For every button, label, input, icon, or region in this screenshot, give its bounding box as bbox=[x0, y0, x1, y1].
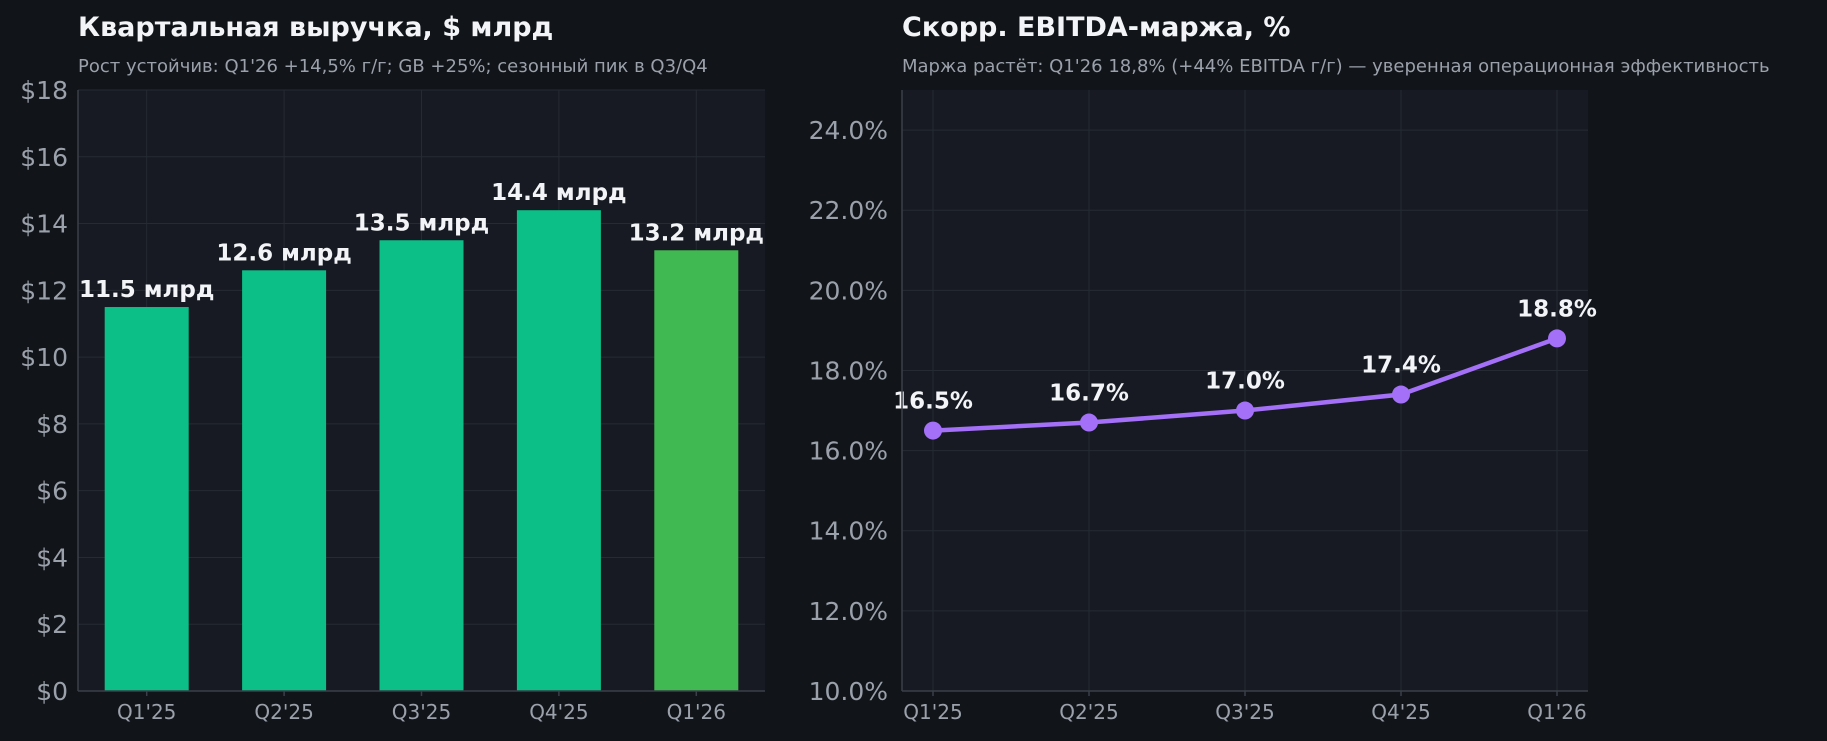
ebitda-y-tick-label: 12.0% bbox=[809, 597, 888, 626]
revenue-y-tick-label: $8 bbox=[36, 410, 68, 439]
revenue-y-tick-label: $18 bbox=[20, 76, 68, 105]
revenue-bar bbox=[379, 240, 464, 691]
revenue-y-axis: $0 $2 $4 $6 $8 $10 $12 $14 $16 $18 bbox=[20, 76, 68, 706]
ebitda-x-tick-label: Q2'25 bbox=[1059, 700, 1118, 724]
ebitda-point bbox=[924, 421, 942, 440]
revenue-x-tick-label: Q1'25 bbox=[117, 700, 176, 724]
ebitda-gridlines bbox=[902, 90, 1588, 692]
revenue-bar bbox=[516, 210, 601, 691]
revenue-chart-subtitle: Рост устойчив: Q1'26 +14,5% г/г; GB +25%… bbox=[78, 56, 708, 77]
revenue-y-tick-label: $12 bbox=[20, 276, 68, 305]
revenue-y-tick-label: $2 bbox=[36, 610, 68, 639]
revenue-data-label: 14.4 млрд bbox=[491, 180, 626, 206]
ebitda-point bbox=[1236, 401, 1254, 420]
revenue-y-tick-label: $16 bbox=[20, 143, 68, 172]
revenue-y-tick-label: $14 bbox=[20, 210, 68, 239]
ebitda-y-tick-label: 20.0% bbox=[809, 276, 888, 305]
revenue-y-tick-label: $10 bbox=[20, 343, 68, 372]
revenue-x-tick-label: Q1'26 bbox=[667, 700, 726, 724]
ebitda-y-tick-label: 18.0% bbox=[809, 356, 888, 385]
ebitda-point bbox=[1392, 385, 1410, 404]
revenue-data-label: 11.5 млрд bbox=[79, 277, 214, 303]
ebitda-x-tick-label: Q3'25 bbox=[1215, 700, 1274, 724]
ebitda-chart-subtitle: Маржа растёт: Q1'26 18,8% (+44% EBITDA г… bbox=[902, 56, 1770, 77]
ebitda-data-label: 16.7% bbox=[1049, 381, 1129, 407]
ebitda-y-tick-label: 14.0% bbox=[809, 517, 888, 546]
ebitda-margin-chart: Скорр. EBITDA-маржа, % Маржа растёт: Q1'… bbox=[809, 12, 1770, 724]
revenue-y-tick-label: $0 bbox=[36, 677, 68, 706]
ebitda-point bbox=[1080, 413, 1098, 432]
revenue-y-tick-label: $4 bbox=[36, 543, 68, 572]
revenue-bar bbox=[104, 307, 189, 691]
ebitda-chart-title: Скорр. EBITDA-маржа, % bbox=[902, 12, 1290, 43]
ebitda-point bbox=[1548, 329, 1566, 348]
revenue-x-axis: Q1'25 Q2'25 Q3'25 Q4'25 Q1'26 bbox=[117, 691, 726, 724]
ebitda-data-labels: 16.5% 16.7% 17.0% 17.4% 18.8% bbox=[893, 296, 1597, 414]
revenue-x-tick-label: Q2'25 bbox=[254, 700, 313, 724]
revenue-x-tick-label: Q3'25 bbox=[392, 700, 451, 724]
revenue-x-tick-label: Q4'25 bbox=[529, 700, 588, 724]
ebitda-x-tick-label: Q4'25 bbox=[1371, 700, 1430, 724]
revenue-chart-title: Квартальная выручка, $ млрд bbox=[78, 12, 553, 43]
ebitda-x-tick-label: Q1'26 bbox=[1527, 700, 1586, 724]
ebitda-data-label: 18.8% bbox=[1517, 296, 1597, 322]
revenue-bar bbox=[242, 270, 327, 691]
ebitda-x-tick-label: Q1'25 bbox=[903, 700, 962, 724]
revenue-bar bbox=[654, 250, 739, 691]
ebitda-data-label: 17.0% bbox=[1205, 369, 1285, 395]
ebitda-y-tick-label: 24.0% bbox=[809, 116, 888, 145]
revenue-chart: Квартальная выручка, $ млрд Рост устойчи… bbox=[20, 12, 765, 724]
revenue-y-tick-label: $6 bbox=[36, 477, 68, 506]
ebitda-y-tick-label: 10.0% bbox=[809, 677, 888, 706]
ebitda-series bbox=[924, 329, 1566, 440]
revenue-bars bbox=[104, 210, 739, 691]
revenue-data-label: 13.2 млрд bbox=[629, 220, 764, 246]
ebitda-data-label: 16.5% bbox=[893, 389, 973, 415]
ebitda-x-axis: Q1'25 Q2'25 Q3'25 Q4'25 Q1'26 bbox=[903, 691, 1587, 724]
ebitda-y-axis: 10.0% 12.0% 14.0% 16.0% 18.0% 20.0% 22.0% 24.0% bbox=[809, 116, 888, 706]
revenue-data-label: 13.5 млрд bbox=[354, 210, 489, 236]
revenue-data-label: 12.6 млрд bbox=[216, 240, 351, 266]
ebitda-y-tick-label: 16.0% bbox=[809, 437, 888, 466]
ebitda-y-tick-label: 22.0% bbox=[809, 196, 888, 225]
ebitda-data-label: 17.4% bbox=[1361, 353, 1441, 379]
